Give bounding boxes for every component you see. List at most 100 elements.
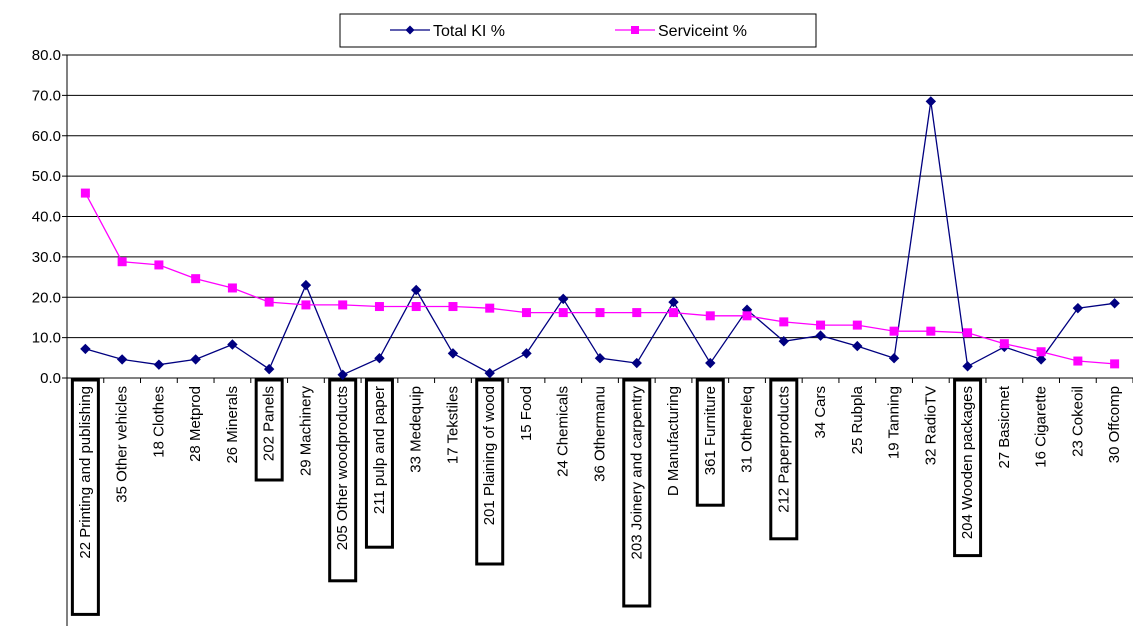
category-label-35-other-vehicles: 35 Other vehicles (114, 386, 131, 503)
data-point-serviceint (705, 311, 715, 321)
category-labels: 22 Printing and publishing 35 Other vehic… (77, 385, 1123, 559)
data-point-total-ki (484, 367, 495, 379)
category-label-27-basicmet: 27 Basicmet (996, 385, 1013, 468)
series-markers (80, 96, 1120, 380)
data-point-serviceint (1073, 356, 1083, 366)
category-label-23-cokeoil: 23 Cokeoil (1069, 386, 1086, 457)
category-box-204-wooden-packages (953, 378, 983, 558)
data-point-total-ki (447, 348, 459, 359)
data-point-serviceint (264, 297, 274, 307)
category-label-32-radiotv: 32 RadioTV (922, 386, 939, 465)
data-point-serviceint (816, 320, 826, 330)
category-label-34-cars: 34 Cars (812, 386, 829, 439)
category-box-211-pulp-and-paper (364, 378, 394, 549)
data-point-total-ki (410, 284, 422, 296)
data-point-total-ki (815, 330, 826, 341)
data-point-serviceint (301, 300, 311, 310)
data-point-total-ki (668, 296, 679, 308)
category-label-30-offcomp: 30 Offcomp (1106, 386, 1123, 463)
category-label-16-cigarette: 16 Cigarette (1033, 386, 1050, 468)
category-label-19-tanning: 19 Tanning (886, 386, 903, 459)
gridlines (62, 54, 1133, 379)
category-label-211-pulp-and-paper: 211 pulp and paper (371, 386, 388, 514)
category-label-17-tekstiles: 17 Tekstiles (444, 386, 461, 464)
series-line-total-ki (85, 101, 1115, 376)
category-label-204-wooden-packages: 204 Wooden packages (959, 386, 976, 539)
data-point-serviceint (999, 339, 1009, 349)
data-point-serviceint (80, 188, 90, 198)
category-label-d-manufacturing: D Manufacturing (665, 386, 682, 496)
data-point-serviceint (191, 274, 201, 284)
series-lines (84, 101, 1115, 376)
category-label-25-rubpla: 25 Rubpla (849, 385, 866, 454)
data-point-serviceint (485, 303, 495, 313)
data-point-total-ki (852, 340, 863, 352)
legend-marker-total-ki (405, 25, 415, 35)
data-point-serviceint (595, 308, 605, 318)
data-point-serviceint (521, 308, 531, 318)
data-point-total-ki (337, 369, 348, 380)
data-point-total-ki (374, 353, 385, 364)
data-point-total-ki (888, 353, 900, 364)
data-point-total-ki (594, 353, 606, 364)
data-point-total-ki (962, 361, 973, 372)
y-tick-label: 80.0 (32, 47, 61, 64)
category-box-202-panels (254, 378, 284, 482)
y-tick-label: 0.0 (40, 370, 61, 387)
data-point-total-ki (263, 363, 275, 375)
data-point-total-ki (631, 357, 642, 369)
category-box-212-paperproducts (769, 378, 799, 541)
category-highlight-boxes (70, 378, 983, 616)
data-point-total-ki (190, 354, 201, 365)
data-point-serviceint (1110, 359, 1120, 369)
category-label-26-minerals: 26 Minerals (224, 386, 241, 464)
data-point-total-ki (778, 336, 790, 347)
data-point-serviceint (558, 308, 568, 318)
category-label-28-metprod: 28 Metprod (187, 386, 204, 462)
data-point-total-ki (521, 348, 532, 359)
y-axis-tick-labels: 0.0 10.0 20.0 30.0 40.0 50.0 60.0 70.0 80.0 (32, 47, 61, 387)
legend-label-serviceint: Serviceint % (658, 23, 747, 40)
x-axis-tick-marks (66, 378, 1133, 383)
data-point-total-ki (925, 96, 937, 107)
category-box-205-other-woodproducts (328, 378, 358, 583)
category-label-361-furniture: 361 Furniture (702, 386, 719, 475)
legend: Total KI % Serviceint % (339, 13, 817, 48)
category-label-205-other-woodproducts: 205 Other woodproducts (334, 386, 351, 550)
category-label-36-othermanu: 36 Othermanu (592, 386, 609, 482)
data-point-serviceint (227, 283, 237, 293)
data-point-serviceint (1036, 347, 1046, 357)
category-box-201-plaining-of-wood (475, 378, 505, 566)
category-label-15-food: 15 Food (518, 386, 535, 441)
category-box-22-printing-and-publishing (70, 378, 100, 616)
data-point-serviceint (448, 302, 458, 312)
data-point-serviceint (779, 317, 789, 327)
y-tick-label: 20.0 (32, 289, 61, 306)
data-point-serviceint (117, 257, 127, 267)
y-tick-label: 70.0 (32, 87, 61, 104)
category-label-203-joinery-and-carpentry: 203 Joinery and carpentry (628, 386, 645, 560)
data-point-serviceint (374, 302, 384, 312)
category-label-22-printing-and-publishing: 22 Printing and publishing (77, 386, 94, 559)
data-point-serviceint (669, 308, 679, 318)
y-tick-label: 30.0 (32, 249, 61, 266)
category-label-18-clothes: 18 Clothes (150, 386, 167, 458)
data-point-total-ki (227, 339, 238, 350)
data-point-total-ki (300, 279, 312, 291)
data-point-total-ki (1109, 298, 1120, 309)
data-point-serviceint (154, 260, 164, 270)
data-point-total-ki (1072, 302, 1084, 314)
legend-marker-serviceint (631, 26, 639, 34)
data-point-total-ki (80, 343, 91, 355)
data-point-serviceint (632, 308, 642, 318)
category-label-212-paperproducts: 212 Paperproducts (775, 386, 792, 513)
data-point-serviceint (889, 326, 899, 336)
data-point-total-ki (705, 357, 716, 369)
data-point-total-ki (1035, 354, 1047, 365)
y-tick-label: 60.0 (32, 128, 61, 145)
category-label-202-panels: 202 Panels (261, 386, 278, 461)
category-box-203-joinery-and-carpentry (622, 378, 652, 608)
data-point-total-ki (558, 293, 569, 305)
category-label-33-medequip: 33 Medequip (408, 386, 425, 473)
